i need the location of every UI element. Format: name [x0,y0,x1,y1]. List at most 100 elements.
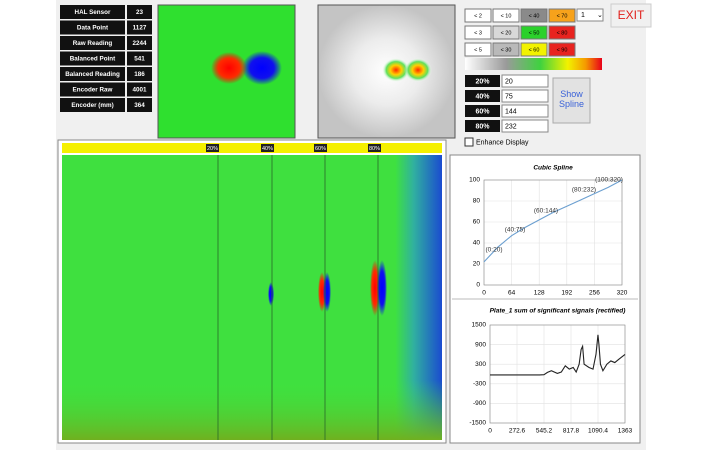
color-button[interactable] [548,25,576,40]
blob [382,58,410,82]
row-value: 186 [134,71,145,78]
point-annotation: (40:75) [505,227,526,234]
y-tick-label: -300 [473,381,486,388]
threshold-label: 80% [475,123,490,130]
color-button[interactable] [492,25,520,40]
threshold-label-cell [465,90,500,102]
row-value: 1127 [133,25,147,32]
color-button[interactable] [464,42,492,57]
exit-label: EXIT [618,8,645,22]
point-annotation: (100:320) [595,177,623,184]
color-button-label: < 50 [529,30,540,36]
color-button[interactable] [492,42,520,57]
color-button[interactable] [464,25,492,40]
threshold-input[interactable] [501,74,549,88]
exit-button[interactable] [610,3,652,28]
color-button-label: < 3 [474,30,482,36]
scan-bottom [62,380,442,440]
color-button-label: < 40 [529,13,540,19]
blob [377,260,387,316]
markers: 20% 40% 60% 80% [206,144,381,152]
marker-box [206,144,219,152]
y-tick-label: 0 [476,282,480,289]
threshold-label-cell [465,105,500,117]
threshold-value: 75 [505,93,513,100]
x-tick-label: 64 [508,290,516,297]
color-button[interactable] [492,8,520,23]
y-tick-label: -900 [473,400,486,407]
threshold-label: 40% [475,93,490,100]
show-spline-button[interactable] [552,77,591,124]
row-label: Raw Reading [73,40,113,47]
line-series [483,179,623,263]
color-button[interactable] [520,42,548,57]
chart-title: Plate_1 sum of significant signals (rect… [490,308,626,315]
marker-label: 20% [207,146,218,152]
threshold-input[interactable] [501,119,549,133]
blob [268,282,274,306]
color-button-label: < 20 [501,30,512,36]
color-button-label: < 30 [501,47,512,53]
y-tick-label: 300 [475,361,486,368]
threshold-input[interactable] [501,104,549,118]
color-button-label: < 70 [557,13,568,19]
marker-label: 80% [369,146,380,152]
checkbox[interactable] [464,137,474,147]
color-button[interactable] [520,25,548,40]
charts: Cubic Spline 0 20 40 60 80 100 0 64 128 192 256 320 (… [469,165,632,435]
threshold-input[interactable] [501,89,549,103]
row-value: 23 [136,9,144,16]
value-cell [127,82,152,97]
blob [242,51,282,85]
x-tick-label: 272.6 [509,428,526,435]
y-tick-label: 100 [469,177,480,184]
color-button[interactable] [464,8,492,23]
row-value: 364 [134,102,145,109]
label-cell [60,82,125,97]
plot-frame [489,324,626,424]
label-cell [60,20,125,35]
row-label: Data Point [77,25,109,32]
show-spline-label: Show Spline [559,89,584,109]
plot-frame [483,179,623,286]
dropdown[interactable] [576,8,604,22]
x-tick-label: 320 [617,290,628,297]
y-tick-label: 60 [473,219,481,226]
color-button-label: < 60 [529,47,540,53]
color-button[interactable] [548,42,576,57]
color-button[interactable] [520,8,548,23]
color-button[interactable] [548,8,576,23]
threshold-label-cell [465,75,500,87]
threshold-label: 20% [475,78,490,85]
y-tick-label: 40 [473,240,481,247]
marker-bar [62,143,442,153]
color-scale [465,58,602,70]
blob [370,260,380,316]
point-annotation: (80:232) [572,187,596,194]
row-value: 2244 [132,40,147,47]
threshold-label-cell [465,120,500,132]
threshold-value: 20 [505,78,513,85]
row-value: 4001 [132,87,147,94]
row-label: Balanced Reading [65,71,120,78]
row-label: Encoder Raw [73,87,113,94]
marker-label: 60% [315,146,326,152]
x-tick-label: 0 [482,290,486,297]
threshold-list: 20% 20 40% 75 60% 144 80% 232 [465,74,549,133]
chart-title: Cubic Spline [533,165,573,172]
row-label: HAL Sensor [75,9,111,16]
value-cell [127,98,152,112]
value-cell [127,5,152,19]
value-cell [127,51,152,66]
marker-box [261,144,274,152]
marker-box [314,144,327,152]
label-cell [60,36,125,50]
marker-box [368,144,381,152]
checkbox-label: Enhance Display [476,139,529,146]
y-tick-label: 1500 [472,322,487,329]
color-button-label: < 10 [501,13,512,19]
dropdown-arrow: ⌄ [597,12,603,19]
row-label: Encoder (mm) [71,102,113,109]
value-cell [127,36,152,50]
blob [211,52,247,84]
